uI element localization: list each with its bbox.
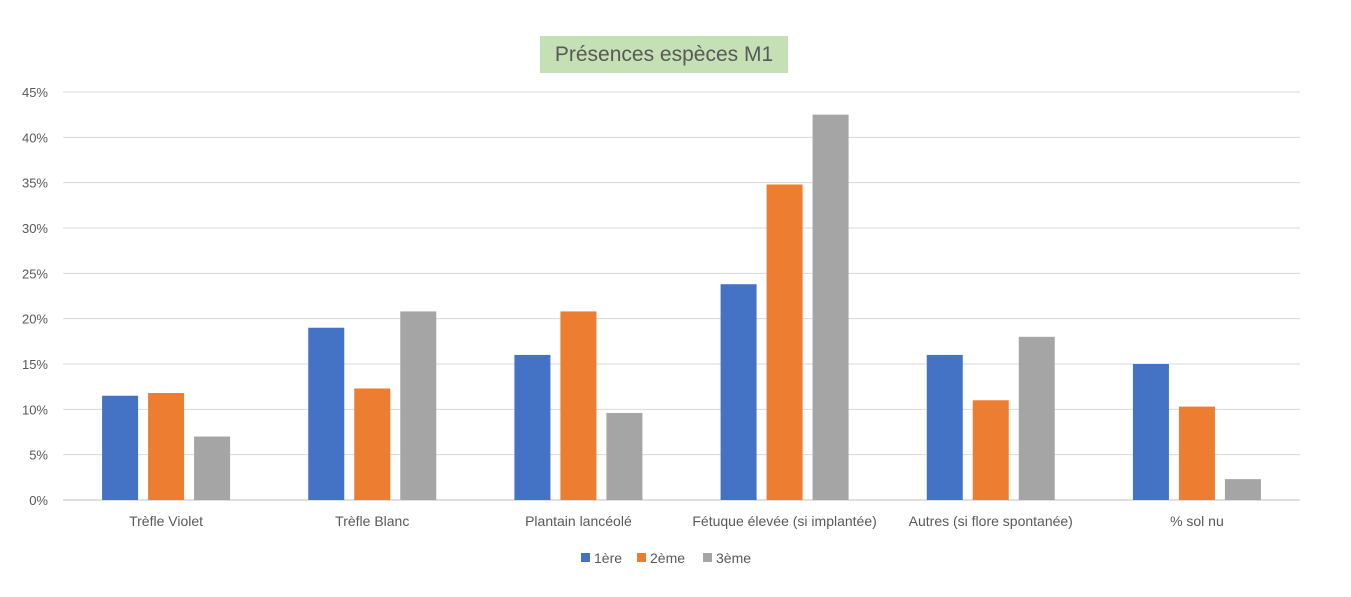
y-tick-label: 25% xyxy=(22,266,48,281)
bar xyxy=(514,354,551,500)
legend-swatch xyxy=(581,553,590,562)
y-tick-label: 35% xyxy=(22,176,48,191)
legend: 1ère 2ème 3ème xyxy=(581,550,751,566)
bar xyxy=(194,436,231,500)
legend-label: 3ème xyxy=(716,550,751,566)
bar xyxy=(1224,479,1261,500)
y-tick-label: 40% xyxy=(22,130,48,145)
bar xyxy=(1132,364,1169,500)
bar xyxy=(972,400,1009,500)
x-tick-label: Autres (si flore spontanée) xyxy=(909,513,1073,529)
x-tick-label: Trèfle Blanc xyxy=(335,513,409,529)
bar xyxy=(1178,406,1215,500)
legend-item: 1ère xyxy=(581,550,622,566)
y-tick-label: 0% xyxy=(29,493,48,508)
bar xyxy=(560,311,597,500)
bar xyxy=(812,114,849,501)
legend-swatch xyxy=(637,553,646,562)
legend-swatch xyxy=(703,553,712,562)
bar xyxy=(148,393,185,500)
x-tick-label: % sol nu xyxy=(1170,513,1224,529)
legend-label: 1ère xyxy=(594,550,622,566)
y-tick-label: 15% xyxy=(22,357,48,372)
bar xyxy=(308,327,345,500)
y-tick-label: 45% xyxy=(22,85,48,100)
bars xyxy=(102,114,1261,501)
bar xyxy=(1018,336,1055,500)
y-axis: 0% 5% 10% 15% 20% 25% 30% 35% 40% 45% xyxy=(22,85,48,508)
bar xyxy=(354,388,391,500)
bar xyxy=(400,311,437,500)
chart-title: Présences espèces M1 xyxy=(540,36,788,73)
legend-item: 2ème xyxy=(637,550,685,566)
gridlines xyxy=(63,91,1300,501)
y-tick-label: 30% xyxy=(22,221,48,236)
x-axis: Trèfle Violet Trèfle Blanc Plantain lancéo… xyxy=(129,513,1224,529)
y-tick-label: 10% xyxy=(22,402,48,417)
legend-label: 2ème xyxy=(650,550,685,566)
bar xyxy=(102,395,139,500)
x-tick-label: Plantain lancéolé xyxy=(525,513,632,529)
bar xyxy=(606,412,643,500)
y-tick-label: 5% xyxy=(29,448,48,463)
x-tick-label: Fétuque élevée (si implantée) xyxy=(692,513,876,529)
bar xyxy=(926,354,963,500)
bar xyxy=(766,184,803,501)
legend-item: 3ème xyxy=(703,550,751,566)
y-tick-label: 20% xyxy=(22,312,48,327)
x-tick-label: Trèfle Violet xyxy=(129,513,203,529)
bar xyxy=(720,284,757,500)
